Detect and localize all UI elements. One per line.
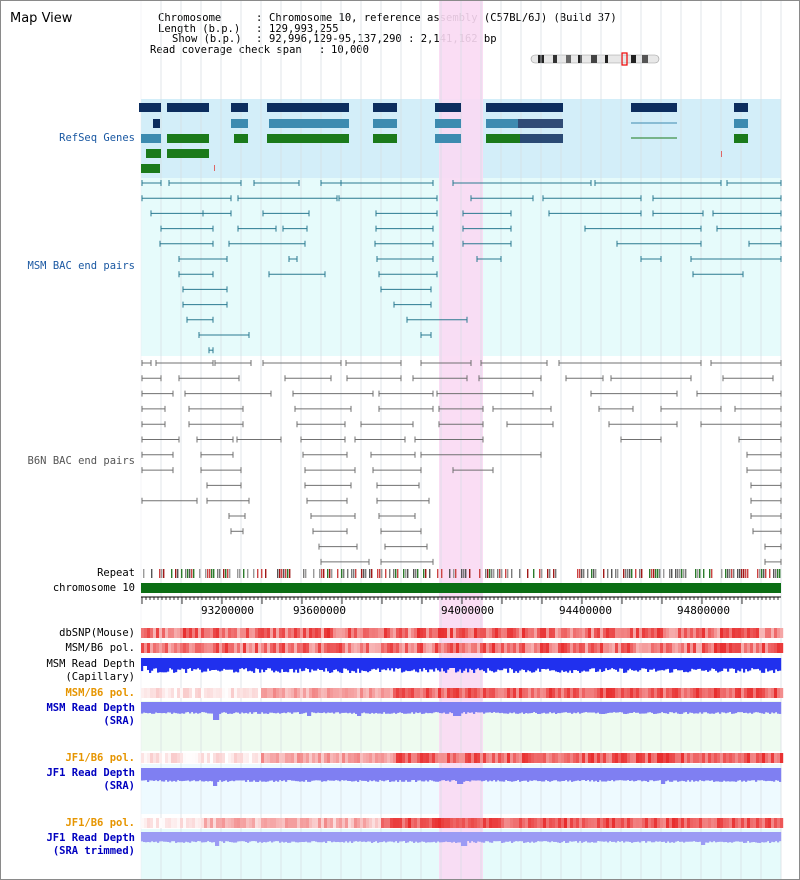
track-label-sra: (SRA): [103, 780, 135, 792]
track-label-jf1-read-depth[interactable]: JF1 Read Depth: [46, 767, 135, 779]
chromosome-bar: [141, 583, 781, 593]
b6n-bac-end-pairs[interactable]: [141, 360, 782, 565]
track-label-b6n-bac[interactable]: B6N BAC end pairs: [27, 455, 135, 467]
polymorphism-tracks: [141, 628, 784, 828]
length-value: 129,993,255: [269, 23, 339, 35]
chromosome-label: Chromosome: [158, 12, 222, 24]
show-label: Show (b.p.): [172, 33, 242, 45]
track-label-msm-bac[interactable]: MSM BAC end pairs: [27, 260, 135, 272]
axis-tick-label: 94800000: [677, 604, 730, 617]
track-label-sra-trimmed: (SRA trimmed): [52, 845, 135, 857]
position-axis: [141, 596, 781, 604]
read-depth-tracks: [141, 658, 782, 846]
coverage-label: Read coverage check span: [150, 44, 302, 56]
track-label-jf1-read-depth-trim[interactable]: JF1 Read Depth: [46, 832, 135, 844]
colon: :: [256, 23, 263, 35]
track-label-msm-b6-pol-sra[interactable]: MSM/B6 pol.: [65, 687, 135, 699]
track-label-refseq[interactable]: RefSeq Genes: [59, 132, 135, 144]
colon: :: [256, 33, 263, 45]
axis-tick-label: 93200000: [201, 604, 254, 617]
repeat-track: [143, 569, 781, 578]
coverage-value: 10,000: [331, 44, 369, 56]
track-label-chromosome: chromosome 10: [52, 582, 135, 594]
colon: :: [256, 12, 263, 24]
track-label-msm-read-depth[interactable]: MSM Read Depth: [46, 658, 135, 670]
track-label-msm-read-depth-sra[interactable]: MSM Read Depth: [46, 702, 135, 714]
axis-tick-label: 94000000: [441, 604, 494, 617]
chromosome-ideogram[interactable]: [530, 52, 660, 66]
track-label-repeat: Repeat: [97, 567, 135, 579]
ideogram-selection-marker: [621, 52, 628, 66]
track-label-jf1-b6-pol-trim[interactable]: JF1/B6 pol.: [65, 817, 135, 829]
page-title: Map View: [10, 11, 73, 26]
track-label-sra: (SRA): [103, 715, 135, 727]
msm-bac-end-pairs[interactable]: [141, 180, 782, 354]
refseq-genes[interactable]: [139, 103, 748, 173]
axis-tick-label: 94400000: [559, 604, 612, 617]
track-label-dbsnp[interactable]: dbSNP(Mouse): [59, 627, 135, 639]
colon: :: [319, 44, 326, 56]
track-label-jf1-b6-pol[interactable]: JF1/B6 pol.: [65, 752, 135, 764]
track-label-capillary: (Capillary): [65, 671, 135, 683]
track-label-msm-b6-pol[interactable]: MSM/B6 pol.: [65, 642, 135, 654]
axis-tick-label: 93600000: [293, 604, 346, 617]
